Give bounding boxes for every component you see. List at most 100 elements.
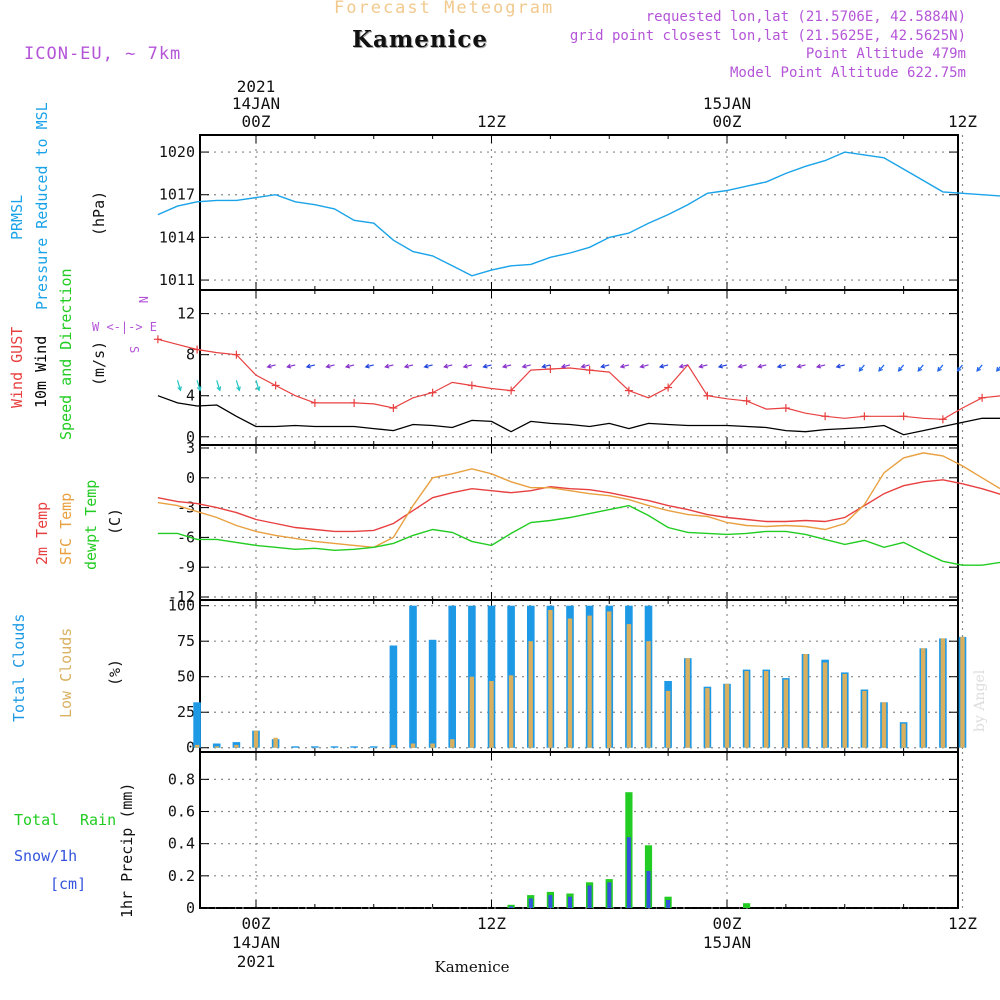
- wind-arrow-head: [717, 363, 724, 369]
- y-tick-label: 50: [177, 668, 195, 686]
- top-time-label: 15JAN: [703, 94, 751, 113]
- wind-direction-arrow: [601, 364, 610, 368]
- y-tick-label: 75: [177, 632, 195, 650]
- top-time-label: 12Z: [948, 112, 977, 131]
- wind-arrow-head: [835, 363, 841, 369]
- top-time-label: 00Z: [713, 112, 742, 131]
- low-cloud-bar: [862, 690, 867, 748]
- wind-direction-arrow: [365, 364, 374, 368]
- wind-direction-arrow: [777, 364, 787, 368]
- compass-label: W <-|-> E: [92, 320, 157, 334]
- top-time-label: 2021: [237, 77, 276, 96]
- y-tick-label: 4: [186, 387, 195, 405]
- wind-arrow-head: [266, 363, 272, 369]
- pressure-label: PRMSL: [8, 195, 26, 240]
- snow-bar: [509, 906, 514, 908]
- wind-direction-arrow: [255, 380, 260, 391]
- low-cloud-bar: [469, 676, 475, 748]
- snow-bar: [548, 895, 553, 908]
- wind-label: 10m Wind: [32, 336, 50, 408]
- wind-dir-label: Speed and Direction: [57, 268, 75, 440]
- wind-direction-arrow: [444, 364, 453, 368]
- wind-direction-arrow: [738, 364, 747, 368]
- wind-arrow-head: [216, 386, 222, 392]
- wind-arrow-head: [403, 363, 410, 369]
- wind-direction-arrow: [502, 364, 512, 368]
- wind-arrow-head: [956, 366, 962, 372]
- snow-bar: [587, 885, 592, 908]
- bottom-time-label: 2021: [237, 952, 276, 971]
- snow-bar: [528, 898, 533, 908]
- wind-arrow-head: [443, 363, 449, 369]
- clouds-unit: (%): [106, 659, 124, 686]
- wind-arrow-head: [384, 363, 390, 369]
- wind-direction-arrow: [561, 364, 571, 368]
- low-cloud-bar: [273, 737, 278, 748]
- station-title: Kamenice: [352, 26, 488, 53]
- wind-direction-arrow: [216, 380, 221, 391]
- wind-arrow-head: [482, 363, 488, 369]
- y-tick-label: 100: [168, 597, 195, 615]
- total-cloud-bar: [369, 746, 378, 748]
- wind-arrow-head: [521, 363, 527, 369]
- wind-arrow-head: [619, 363, 625, 369]
- low-cloud-bar: [842, 673, 847, 748]
- wind-direction-arrow: [996, 366, 1000, 372]
- wind-arrow-head: [196, 386, 202, 392]
- y-tick-label: -12: [168, 588, 195, 606]
- wind-direction-arrow: [287, 364, 296, 368]
- wind-direction-arrow: [581, 364, 590, 368]
- y-tick-label: 1014: [159, 228, 195, 246]
- bottom-time-label: 12Z: [477, 914, 506, 933]
- low-cloud-bar: [253, 730, 259, 748]
- wind-arrow-head: [897, 366, 903, 372]
- wind-arrow-head: [976, 366, 982, 372]
- pressure-line: [157, 151, 1000, 277]
- wind-arrow-head: [501, 363, 508, 369]
- wind-arrow-head: [698, 363, 704, 369]
- total-cloud-bar: [448, 605, 456, 748]
- y-tick-label: 0: [186, 739, 195, 757]
- wind-arrow-head: [858, 366, 864, 372]
- wind-arrow-head: [658, 363, 665, 369]
- total-cloud-bar: [193, 702, 201, 748]
- precip-unit: 1hr Precip (mm): [118, 783, 136, 918]
- wind-direction-arrow: [957, 364, 963, 372]
- low-cloud-bar: [410, 743, 416, 748]
- wind-direction-arrow: [836, 364, 845, 368]
- wind-arrow-head: [177, 386, 182, 392]
- low-cloud-bar: [822, 662, 828, 748]
- top-time-label: 14JAN: [232, 94, 280, 113]
- wind-arrow-head: [305, 363, 311, 369]
- wind-arrow-head: [815, 363, 822, 369]
- wind-arrow-head: [639, 363, 645, 369]
- pressure-label-long: Pressure Reduced to MSL: [33, 102, 51, 310]
- wind-direction-arrow: [542, 364, 551, 368]
- wind-direction-arrow: [699, 364, 708, 368]
- pressure-unit: (hPa): [90, 191, 108, 236]
- wind-arrow-head: [344, 363, 351, 369]
- wind-direction-arrow: [235, 380, 240, 391]
- low-cloud-bar: [901, 723, 906, 748]
- low-cloud-bar: [234, 744, 239, 748]
- wind-arrow-head: [236, 386, 241, 392]
- snow-bar: [568, 896, 572, 908]
- low-cloud-bar: [587, 615, 592, 748]
- wind-speed-line: [157, 395, 1000, 436]
- y-tick-label: 0: [186, 469, 195, 487]
- low-cloud-bar: [783, 679, 789, 748]
- y-tick-label: 25: [177, 703, 195, 721]
- point-altitude: Point Altitude 479m: [805, 46, 966, 62]
- panel-frame: [199, 751, 959, 909]
- top-time-label: 12Z: [477, 112, 506, 131]
- sfc-temp-label: SFC Temp: [57, 493, 75, 565]
- wind-unit: (m/s): [90, 341, 108, 386]
- low-cloud-bar: [685, 658, 690, 748]
- low-clouds-label: Low Clouds: [57, 628, 75, 718]
- panel-frame: [199, 134, 959, 291]
- low-cloud-bar: [646, 641, 651, 748]
- model-altitude: Model Point Altitude 622.75m: [729, 65, 966, 81]
- wind-arrow-head: [541, 363, 547, 369]
- wind-arrow-head: [937, 366, 942, 372]
- wind-direction-arrow: [463, 364, 473, 368]
